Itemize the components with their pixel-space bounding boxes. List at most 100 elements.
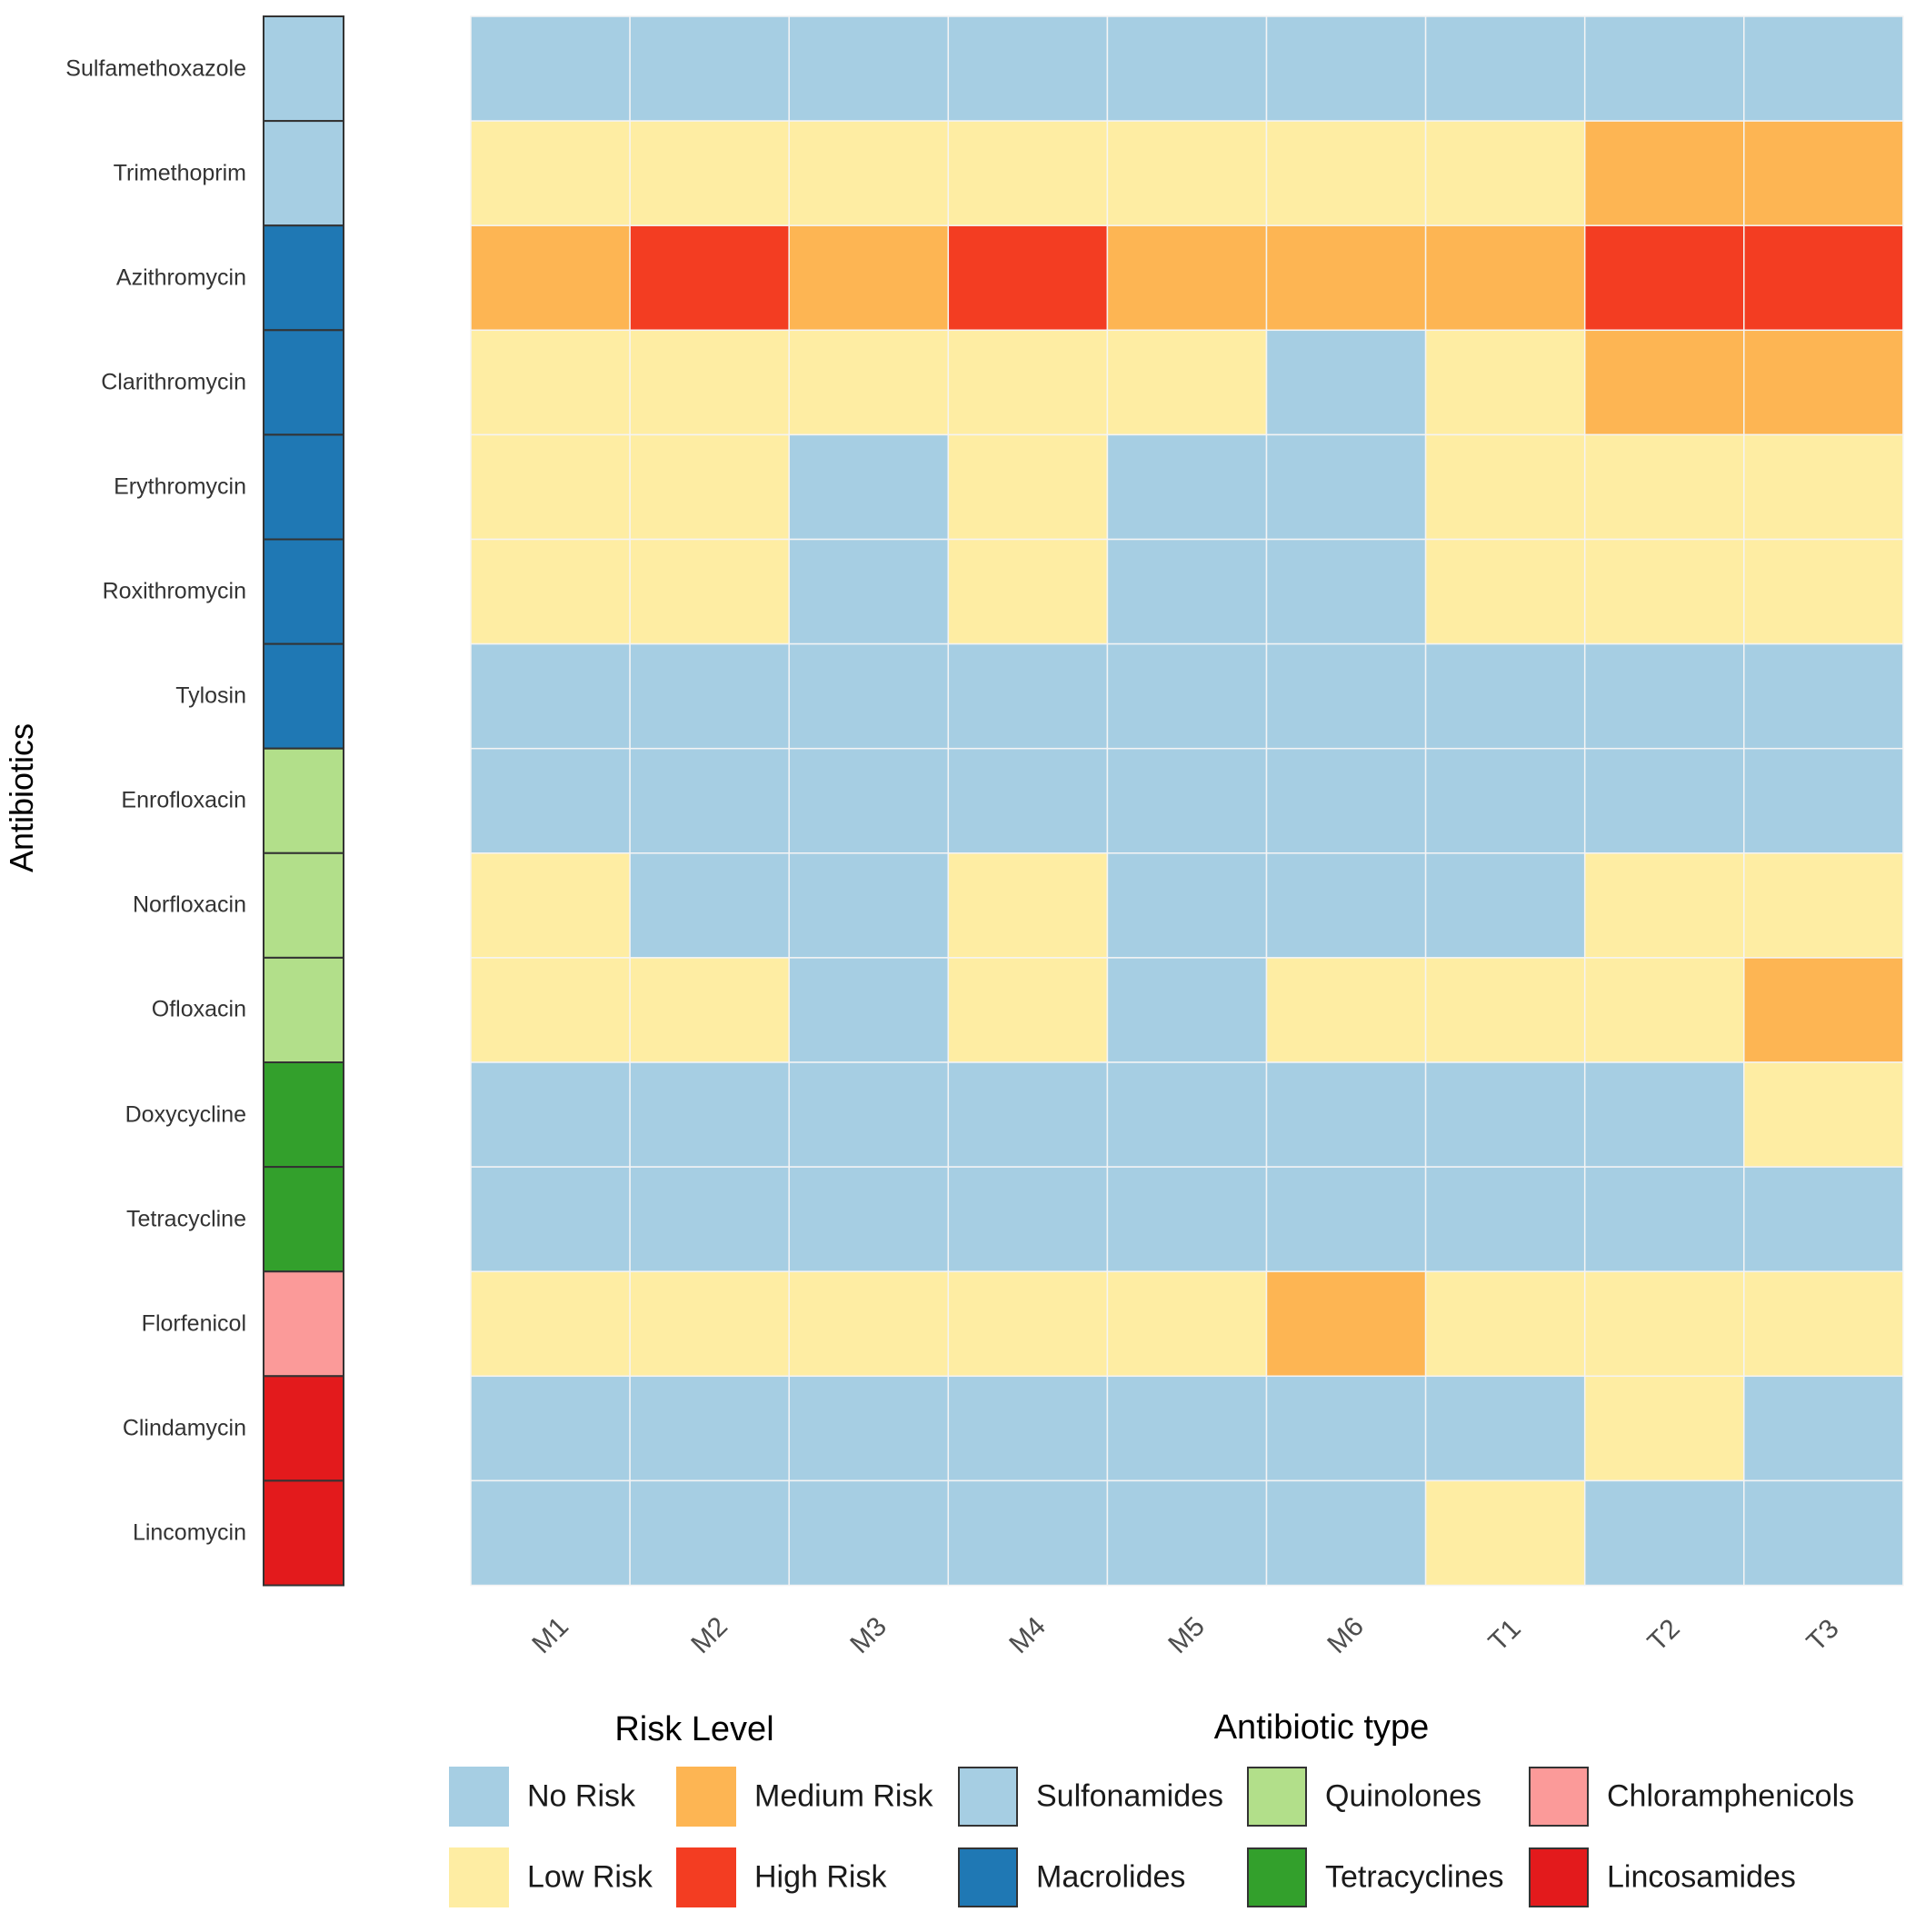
heatmap-cell-lincomycin-t1: [1424, 1479, 1586, 1587]
heatmap-cell-ofloxacin-m4: [947, 957, 1109, 1063]
heatmap-cell-enrofloxacin-t2: [1583, 747, 1745, 854]
row-label-lincomycin: Lincomycin: [132, 1519, 246, 1546]
heatmap-cell-sulfamethoxazole-m5: [1106, 15, 1268, 122]
row-label-tylosin: Tylosin: [175, 682, 246, 709]
heatmap-cell-doxycycline-m4: [947, 1061, 1109, 1168]
heatmap-cell-florfenicol-m1: [470, 1270, 631, 1378]
type-legend-label-macrolides: Macrolides: [1036, 1859, 1186, 1895]
heatmap-cell-trimethoprim-t3: [1743, 120, 1904, 226]
type-annotation-cell-lincomycin: [263, 1479, 344, 1587]
row-label-ofloxacin: Ofloxacin: [151, 996, 246, 1022]
heatmap-cell-doxycycline-t3: [1743, 1061, 1904, 1168]
type-annotation-cell-ofloxacin: [263, 956, 344, 1064]
row-label-sulfamethoxazole: Sulfamethoxazole: [65, 55, 246, 82]
heatmap-cell-roxithromycin-t1: [1424, 538, 1586, 645]
heatmap-cell-sulfamethoxazole-m1: [470, 15, 631, 122]
heatmap-cell-enrofloxacin-m2: [629, 747, 790, 854]
heatmap-cell-roxithromycin-m3: [788, 538, 950, 645]
heatmap-cell-norfloxacin-t2: [1583, 852, 1745, 959]
heatmap-cell-clarithromycin-m1: [470, 329, 631, 436]
heatmap-cell-tetracycline-m4: [947, 1166, 1109, 1272]
row-label-enrofloxacin: Enrofloxacin: [121, 787, 246, 813]
heatmap-cell-sulfamethoxazole-m3: [788, 15, 950, 122]
heatmap-cell-tylosin-t3: [1743, 642, 1904, 750]
heatmap-cell-florfenicol-m2: [629, 1270, 790, 1378]
heatmap-cell-erythromycin-m2: [629, 433, 790, 541]
heatmap-cell-doxycycline-t1: [1424, 1061, 1586, 1168]
type-annotation-cell-clarithromycin: [263, 329, 344, 436]
type-annotation-cell-erythromycin: [263, 433, 344, 541]
heatmap-cell-clarithromycin-t3: [1743, 329, 1904, 436]
heatmap-cell-tylosin-m4: [947, 642, 1109, 750]
heatmap-cell-enrofloxacin-m4: [947, 747, 1109, 854]
type-legend-label-sulfonamides: Sulfonamides: [1036, 1778, 1224, 1814]
heatmap-cell-erythromycin-m5: [1106, 433, 1268, 541]
heatmap-cell-norfloxacin-m5: [1106, 852, 1268, 959]
heatmap-cell-enrofloxacin-m3: [788, 747, 950, 854]
heatmap-cell-erythromycin-m3: [788, 433, 950, 541]
heatmap-cell-trimethoprim-m4: [947, 120, 1109, 226]
heatmap-cell-roxithromycin-m1: [470, 538, 631, 645]
heatmap-cell-ofloxacin-m2: [629, 957, 790, 1063]
type-annotation-cell-sulfamethoxazole: [263, 15, 344, 123]
heatmap-cell-tylosin-m3: [788, 642, 950, 750]
heatmap-cell-roxithromycin-t2: [1583, 538, 1745, 645]
heatmap-cell-clindamycin-t1: [1424, 1375, 1586, 1482]
heatmap-cell-lincomycin-m5: [1106, 1479, 1268, 1587]
heatmap-cell-norfloxacin-m2: [629, 852, 790, 959]
heatmap-cell-tetracycline-m6: [1265, 1166, 1427, 1272]
heatmap-cell-norfloxacin-t3: [1743, 852, 1904, 959]
heatmap-cell-clindamycin-m2: [629, 1375, 790, 1482]
heatmap-cell-trimethoprim-t1: [1424, 120, 1586, 226]
heatmap-cell-trimethoprim-m1: [470, 120, 631, 226]
type-legend-key-quinolones: [1247, 1767, 1307, 1827]
heatmap-cell-doxycycline-m1: [470, 1061, 631, 1168]
heatmap-cell-roxithromycin-m5: [1106, 538, 1268, 645]
heatmap-cell-erythromycin-m6: [1265, 433, 1427, 541]
risk-legend-key-high-risk: [676, 1847, 736, 1907]
heatmap-cell-sulfamethoxazole-m4: [947, 15, 1109, 122]
row-label-azithromycin: Azithromycin: [115, 264, 246, 291]
heatmap-cell-clindamycin-m1: [470, 1375, 631, 1482]
heatmap-cell-tylosin-m5: [1106, 642, 1268, 750]
heatmap-cell-azithromycin-m4: [947, 224, 1109, 332]
heatmap-cell-tetracycline-m3: [788, 1166, 950, 1272]
heatmap-cell-ofloxacin-t3: [1743, 957, 1904, 1063]
type-legend-key-lincosamides: [1529, 1847, 1589, 1907]
heatmap-cell-clindamycin-m3: [788, 1375, 950, 1482]
y-axis-title: Antibiotics: [3, 722, 40, 873]
heatmap-cell-sulfamethoxazole-m2: [629, 15, 790, 122]
heatmap-cell-tylosin-m1: [470, 642, 631, 750]
heatmap-cell-tetracycline-m1: [470, 1166, 631, 1272]
type-legend-key-macrolides: [958, 1847, 1018, 1907]
heatmap-cell-azithromycin-m5: [1106, 224, 1268, 332]
heatmap-cell-clarithromycin-m4: [947, 329, 1109, 436]
type-annotation-cell-tylosin: [263, 642, 344, 750]
heatmap-cell-clarithromycin-m6: [1265, 329, 1427, 436]
heatmap-cell-clarithromycin-m2: [629, 329, 790, 436]
heatmap-cell-florfenicol-m3: [788, 1270, 950, 1378]
heatmap-cell-enrofloxacin-m5: [1106, 747, 1268, 854]
type-legend-label-chloramphenicols: Chloramphenicols: [1607, 1778, 1855, 1814]
heatmap-cell-erythromycin-t2: [1583, 433, 1745, 541]
heatmap-cell-doxycycline-m2: [629, 1061, 790, 1168]
heatmap-cell-ofloxacin-m1: [470, 957, 631, 1063]
heatmap-cell-trimethoprim-m5: [1106, 120, 1268, 226]
heatmap-cell-lincomycin-m1: [470, 1479, 631, 1587]
row-label-trimethoprim: Trimethoprim: [113, 160, 246, 186]
type-annotation-cell-enrofloxacin: [263, 747, 344, 854]
heatmap-cell-ofloxacin-t1: [1424, 957, 1586, 1063]
type-annotation-cell-roxithromycin: [263, 538, 344, 645]
heatmap-cell-roxithromycin-m2: [629, 538, 790, 645]
heatmap-cell-lincomycin-m3: [788, 1479, 950, 1587]
type-legend-label-lincosamides: Lincosamides: [1607, 1859, 1796, 1895]
heatmap-cell-azithromycin-m2: [629, 224, 790, 332]
heatmap-cell-roxithromycin-m6: [1265, 538, 1427, 645]
heatmap-cell-florfenicol-m4: [947, 1270, 1109, 1378]
row-label-norfloxacin: Norfloxacin: [132, 891, 246, 918]
heatmap-cell-erythromycin-t3: [1743, 433, 1904, 541]
heatmap-cell-norfloxacin-m4: [947, 852, 1109, 959]
heatmap-cell-sulfamethoxazole-m6: [1265, 15, 1427, 122]
risk-legend-key-medium-risk: [676, 1767, 736, 1827]
